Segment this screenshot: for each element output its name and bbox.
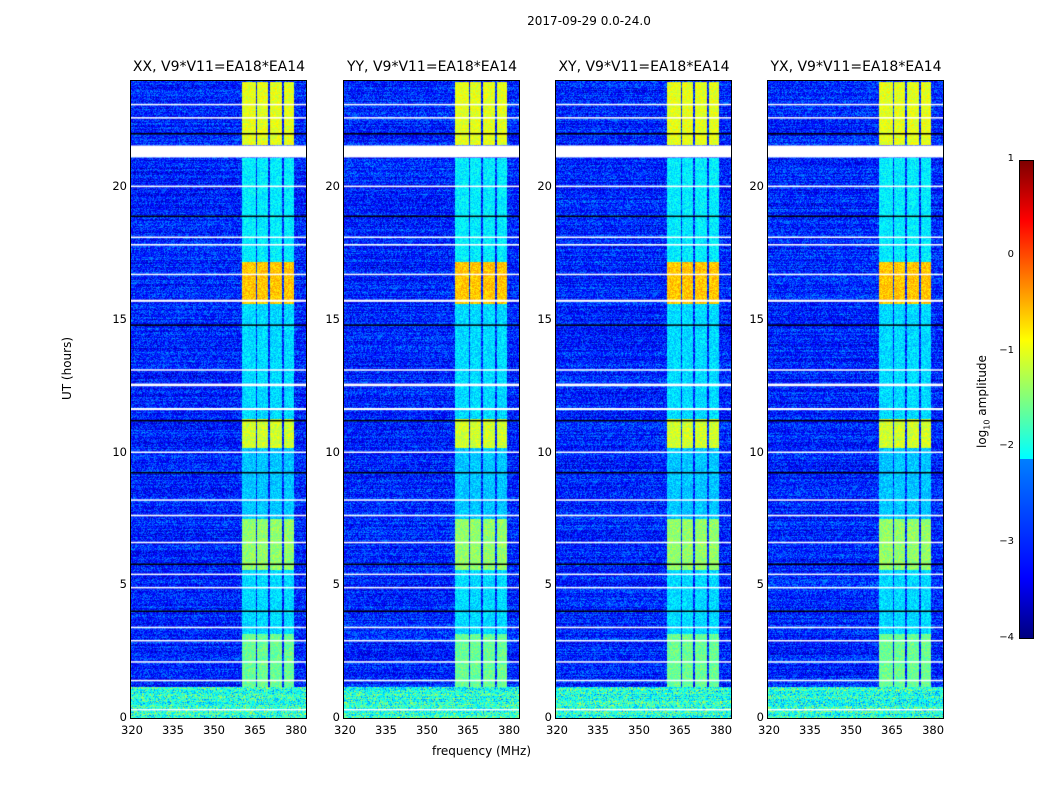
y-tick-label: 0 (544, 710, 552, 724)
y-tick-label: 10 (749, 444, 764, 459)
x-tick-label: 320 (334, 723, 356, 737)
y-tick-label: 20 (537, 179, 552, 194)
y-tick-label: 0 (119, 710, 127, 724)
colorbar-tick-label: −4 (999, 632, 1014, 643)
waterfall-heatmap (131, 81, 306, 718)
colorbar-label-log: log (975, 429, 989, 448)
panel-title: XX, V9*V11=EA18*EA14 (132, 59, 306, 75)
x-tick-label: 350 (203, 723, 225, 737)
colorbar-label-sub: 10 (982, 419, 992, 430)
y-axis-label: UT (hours) (60, 336, 74, 400)
y-tick-label: 20 (749, 179, 764, 194)
waterfall-panel (555, 80, 732, 719)
y-tick-label: 20 (325, 179, 340, 194)
panel-title: XY, V9*V11=EA18*EA14 (558, 59, 730, 75)
colorbar-label-suffix: amplitude (975, 355, 989, 420)
colorbar-label: log10 amplitude (975, 355, 991, 448)
x-tick-label: 380 (498, 723, 521, 737)
x-tick-label: 335 (799, 723, 821, 737)
y-tick-label: 10 (325, 444, 340, 459)
figure-title: 2017-09-29 0.0-24.0 (527, 14, 651, 28)
x-axis-label: frequency (MHz) (432, 744, 532, 758)
x-tick-label: 365 (881, 723, 903, 737)
colorbar-tick-label: −2 (999, 440, 1014, 452)
y-tick-label: 5 (119, 577, 127, 592)
x-tick-label: 320 (121, 723, 143, 737)
colorbar-tick-label: −1 (999, 344, 1014, 356)
x-tick-label: 380 (922, 723, 945, 737)
x-tick-label: 335 (375, 723, 397, 737)
waterfall-panel (130, 80, 307, 719)
y-tick-label: 0 (756, 710, 764, 724)
x-tick-label: 350 (840, 723, 862, 737)
y-tick-label: 5 (332, 577, 340, 592)
waterfall-panel (767, 80, 944, 719)
waterfall-heatmap (344, 81, 519, 718)
colorbar (1019, 160, 1034, 639)
x-tick-label: 365 (669, 723, 691, 737)
x-tick-label: 335 (162, 723, 184, 737)
y-tick-label: 20 (112, 179, 127, 194)
waterfall-heatmap (556, 81, 731, 718)
y-tick-label: 15 (749, 311, 764, 326)
y-tick-label: 15 (537, 311, 552, 326)
y-tick-label: 15 (112, 311, 127, 326)
colorbar-tick-label: 0 (1007, 248, 1014, 260)
colorbar-tick-label: −3 (999, 536, 1014, 548)
x-tick-label: 350 (628, 723, 650, 737)
y-tick-label: 0 (332, 710, 340, 724)
x-tick-label: 365 (244, 723, 266, 737)
y-tick-label: 10 (537, 444, 552, 459)
x-tick-label: 320 (758, 723, 780, 737)
x-tick-label: 350 (416, 723, 438, 737)
panel-title: YY, V9*V11=EA18*EA14 (346, 59, 518, 75)
x-tick-label: 365 (457, 723, 479, 737)
y-tick-label: 15 (325, 311, 340, 326)
panel-title: YX, V9*V11=EA18*EA14 (770, 59, 942, 75)
y-tick-label: 5 (756, 577, 764, 592)
waterfall-panel (343, 80, 520, 719)
y-tick-label: 5 (544, 577, 552, 592)
x-tick-label: 335 (587, 723, 609, 737)
x-tick-label: 380 (710, 723, 733, 737)
x-tick-label: 380 (285, 723, 308, 737)
x-tick-label: 320 (546, 723, 568, 737)
waterfall-heatmap (768, 81, 943, 718)
colorbar-tick-label: 1 (1007, 153, 1014, 164)
y-tick-label: 10 (112, 444, 127, 459)
